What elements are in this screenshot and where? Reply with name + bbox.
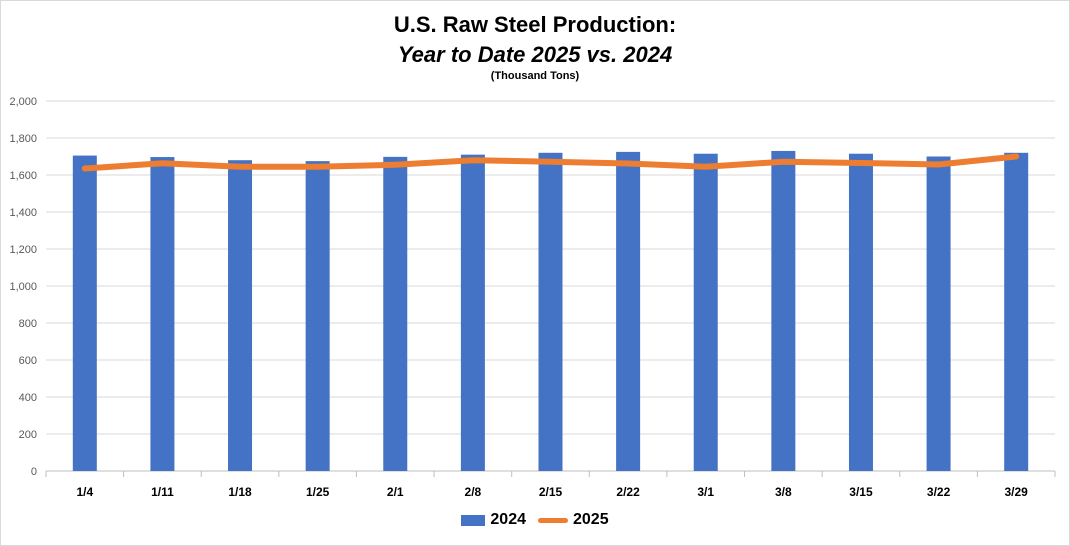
bar-2024 [848,153,873,471]
x-tick-label: 2/8 [465,485,482,499]
bar-2024 [1004,152,1029,472]
x-tick-label: 3/1 [697,485,714,499]
bar-2024 [693,153,718,471]
y-tick-label: 1,200 [9,244,37,256]
bar-2024 [305,161,330,471]
x-tick-label: 2/22 [616,485,640,499]
bar-2024 [771,150,796,471]
chart-unit-note: (Thousand Tons) [490,70,580,82]
legend-swatch-2024 [461,514,486,526]
x-tick-label: 1/11 [151,485,174,499]
x-tick-label: 1/18 [228,485,252,499]
x-tick-label: 2/1 [387,485,404,499]
chart-subtitle: Year to Date 2025 vs. 2024 [397,42,673,67]
legend-label-2024: 2024 [490,511,526,528]
bar-2024 [926,156,951,471]
x-tick-label: 3/29 [1005,485,1029,499]
y-tick-label: 800 [19,318,37,330]
y-tick-label: 2,000 [9,96,37,108]
y-tick-label: 600 [19,355,37,367]
bar-2024 [150,157,175,471]
y-tick-label: 1,800 [9,133,37,145]
bar-2024 [616,151,641,471]
y-tick-label: 1,400 [9,207,37,219]
legend-label-2025: 2025 [573,511,609,528]
bar-2024 [228,160,253,471]
x-tick-label: 1/4 [76,485,93,499]
bar-2024 [538,152,563,472]
x-tick-label: 3/15 [849,485,873,499]
x-tick-label: 3/22 [927,485,951,499]
bar-2024 [460,154,485,471]
y-tick-label: 200 [19,429,37,441]
legend-swatch-2025 [538,517,568,523]
x-tick-label: 2/15 [539,485,563,499]
bar-2024 [383,156,408,471]
y-tick-label: 400 [19,392,37,404]
bar-2024 [72,155,97,471]
chart-legend: 2024 2025 [0,511,1070,529]
chart-title: U.S. Raw Steel Production: [393,12,677,37]
legend-item-2024: 2024 [461,511,526,529]
legend-item-2025: 2025 [538,511,609,529]
x-tick-label: 1/25 [306,485,330,499]
x-tick-label: 3/8 [775,485,792,499]
y-tick-label: 1,600 [9,170,37,182]
y-tick-label: 0 [31,466,37,478]
y-tick-label: 1,000 [9,281,37,293]
